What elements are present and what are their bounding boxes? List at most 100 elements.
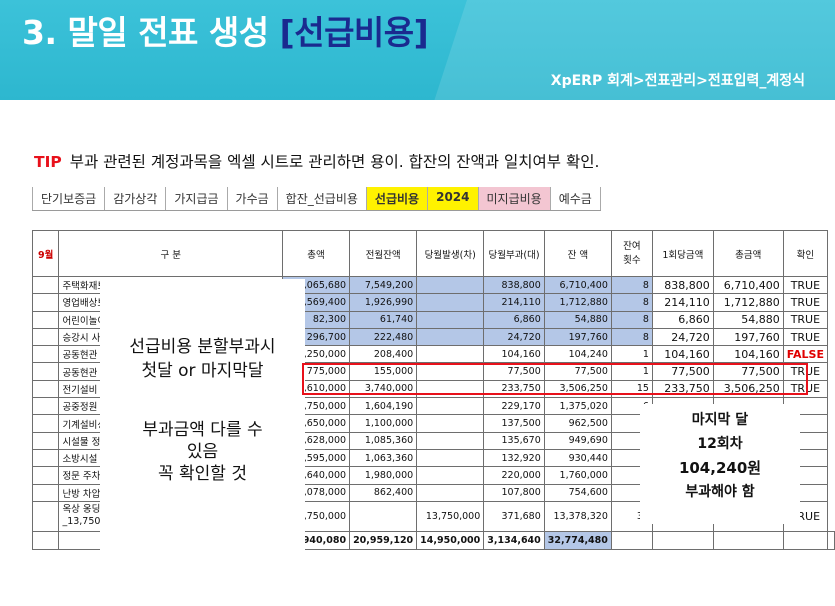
table-cell[interactable]: 214,110 bbox=[651, 293, 714, 312]
table-cell[interactable]: 754,600 bbox=[543, 483, 612, 502]
header-cell[interactable]: 총액 bbox=[281, 230, 351, 277]
table-cell[interactable]: 14,950,000 bbox=[416, 530, 485, 550]
header-cell[interactable]: 1회당금액 bbox=[651, 230, 714, 277]
header-cell[interactable]: 총금액 bbox=[712, 230, 784, 277]
table-cell[interactable] bbox=[416, 448, 485, 468]
table-cell[interactable]: 930,440 bbox=[543, 448, 612, 468]
table-cell[interactable] bbox=[416, 327, 485, 347]
table-cell[interactable]: 1,063,360 bbox=[349, 448, 418, 468]
table-cell[interactable] bbox=[827, 530, 835, 550]
table-cell[interactable]: TRUE bbox=[782, 327, 829, 347]
table-cell[interactable]: 214,110 bbox=[483, 293, 545, 312]
table-cell[interactable]: 6,860 bbox=[483, 310, 545, 329]
table-cell[interactable]: 137,500 bbox=[483, 414, 545, 433]
table-cell[interactable] bbox=[416, 293, 485, 312]
table-cell[interactable]: 77,500 bbox=[651, 362, 714, 381]
table-cell[interactable]: 1,760,000 bbox=[543, 466, 612, 485]
header-cell[interactable]: 잔 액 bbox=[543, 230, 612, 277]
table-cell[interactable]: 24,720 bbox=[651, 327, 714, 347]
table-cell[interactable] bbox=[31, 327, 60, 347]
table-cell[interactable]: 104,160 bbox=[651, 345, 714, 364]
header-cell[interactable]: 잔여 횟수 bbox=[610, 230, 653, 277]
table-cell[interactable]: 1,980,000 bbox=[349, 466, 418, 485]
table-cell[interactable]: 6,710,400 bbox=[543, 275, 612, 295]
table-cell[interactable] bbox=[31, 397, 60, 416]
sheet-tab[interactable]: 미지급비용 bbox=[478, 187, 551, 210]
table-cell[interactable] bbox=[610, 530, 653, 550]
sheet-tab[interactable]: 2024 bbox=[428, 187, 479, 210]
table-cell[interactable]: TRUE bbox=[782, 293, 829, 312]
sheet-tab[interactable]: 감가상각 bbox=[105, 187, 167, 210]
table-cell[interactable]: 8 bbox=[610, 310, 653, 329]
table-cell[interactable]: FALSE bbox=[782, 345, 829, 364]
table-cell[interactable]: 104,160 bbox=[483, 345, 545, 364]
table-cell[interactable] bbox=[31, 483, 60, 502]
month-cell[interactable]: 9월 bbox=[31, 230, 60, 277]
table-cell[interactable] bbox=[416, 414, 485, 433]
table-cell[interactable]: 104,160 bbox=[712, 345, 784, 364]
table-cell[interactable]: 838,800 bbox=[651, 275, 714, 295]
table-cell[interactable]: 1,375,020 bbox=[543, 397, 612, 416]
table-cell[interactable]: 13,378,320 bbox=[543, 500, 612, 532]
table-cell[interactable] bbox=[31, 530, 60, 550]
table-cell[interactable] bbox=[31, 500, 60, 532]
table-cell[interactable]: 20,959,120 bbox=[349, 530, 418, 550]
sheet-tab[interactable]: 단기보증금 bbox=[32, 187, 106, 210]
table-cell[interactable]: 8 bbox=[610, 293, 653, 312]
table-cell[interactable]: 8 bbox=[610, 327, 653, 347]
table-cell[interactable]: 3,134,640 bbox=[483, 530, 545, 550]
table-cell[interactable] bbox=[31, 466, 60, 485]
table-cell[interactable] bbox=[31, 414, 60, 433]
sheet-tab[interactable]: 가지급금 bbox=[166, 187, 228, 210]
header-cell[interactable]: 확인 bbox=[782, 230, 829, 277]
table-cell[interactable]: 208,400 bbox=[349, 345, 418, 364]
table-cell[interactable] bbox=[416, 466, 485, 485]
table-cell[interactable]: 229,170 bbox=[483, 397, 545, 416]
table-cell[interactable]: 32,774,480 bbox=[543, 530, 612, 550]
table-cell[interactable] bbox=[31, 275, 60, 295]
table-cell[interactable]: 838,800 bbox=[483, 275, 545, 295]
table-cell[interactable] bbox=[416, 275, 485, 295]
table-cell[interactable] bbox=[416, 431, 485, 450]
table-cell[interactable]: 197,760 bbox=[712, 327, 784, 347]
table-cell[interactable]: TRUE bbox=[782, 275, 829, 295]
table-cell[interactable]: 220,000 bbox=[483, 466, 545, 485]
table-cell[interactable] bbox=[416, 345, 485, 364]
table-cell[interactable]: 13,750,000 bbox=[416, 500, 485, 532]
table-cell[interactable]: 1,085,360 bbox=[349, 431, 418, 450]
table-cell[interactable] bbox=[31, 448, 60, 468]
table-cell[interactable]: 1 bbox=[610, 345, 653, 364]
table-cell[interactable]: 1,100,000 bbox=[349, 414, 418, 433]
table-cell[interactable] bbox=[416, 310, 485, 329]
table-cell[interactable]: 1,926,990 bbox=[349, 293, 418, 312]
table-cell[interactable]: 862,400 bbox=[349, 483, 418, 502]
table-cell[interactable]: 371,680 bbox=[483, 500, 545, 532]
table-cell[interactable] bbox=[31, 293, 60, 312]
header-cell[interactable]: 전월잔액 bbox=[349, 230, 418, 277]
sheet-tab[interactable]: 예수금 bbox=[550, 187, 601, 210]
table-cell[interactable] bbox=[651, 530, 714, 550]
table-cell[interactable]: 1,712,880 bbox=[712, 293, 784, 312]
table-cell[interactable]: 1,604,190 bbox=[349, 397, 418, 416]
table-cell[interactable]: 135,670 bbox=[483, 431, 545, 450]
header-cell[interactable]: 당월부과(대) bbox=[483, 230, 545, 277]
table-cell[interactable]: 107,800 bbox=[483, 483, 545, 502]
table-cell[interactable]: 949,690 bbox=[543, 431, 612, 450]
table-cell[interactable] bbox=[416, 397, 485, 416]
table-cell[interactable]: 54,880 bbox=[712, 310, 784, 329]
sheet-tab[interactable]: 합잔_선급비용 bbox=[277, 187, 367, 210]
table-cell[interactable]: TRUE bbox=[782, 310, 829, 329]
table-cell[interactable] bbox=[416, 483, 485, 502]
table-cell[interactable]: 7,549,200 bbox=[349, 275, 418, 295]
table-cell[interactable]: 54,880 bbox=[543, 310, 612, 329]
header-cell[interactable]: 당월발생(차) bbox=[416, 230, 485, 277]
table-cell[interactable] bbox=[31, 431, 60, 450]
table-cell[interactable] bbox=[712, 530, 784, 550]
table-cell[interactable] bbox=[31, 345, 60, 364]
table-cell[interactable] bbox=[349, 500, 418, 532]
table-cell[interactable]: 6,710,400 bbox=[712, 275, 784, 295]
table-cell[interactable]: 8 bbox=[610, 275, 653, 295]
table-cell[interactable]: 104,240 bbox=[543, 345, 612, 364]
table-cell[interactable] bbox=[31, 310, 60, 329]
table-cell[interactable]: 24,720 bbox=[483, 327, 545, 347]
